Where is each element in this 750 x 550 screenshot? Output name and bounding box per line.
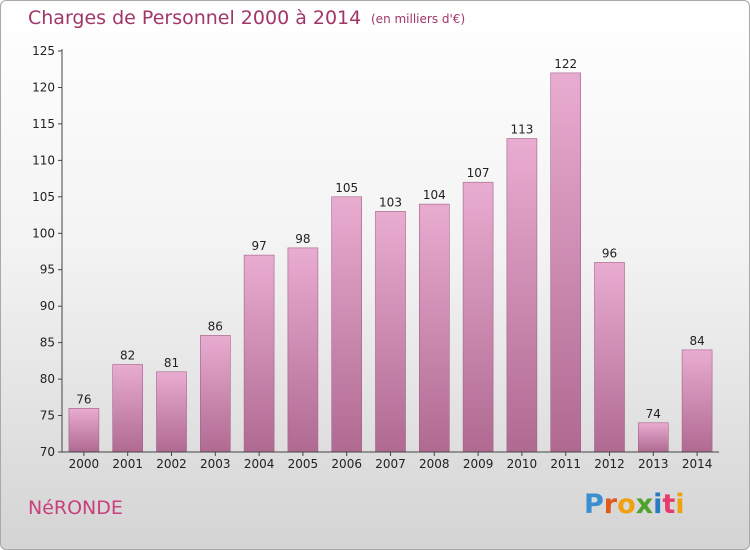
bar-2014 [681, 349, 713, 453]
bar-2005 [287, 247, 319, 453]
data-label-2011: 122 [554, 57, 577, 71]
data-label-2008: 104 [423, 188, 446, 202]
x-tick-2005: 2005 [288, 457, 319, 471]
commune-name: NéRONDE [28, 497, 123, 519]
data-label-2010: 113 [510, 123, 533, 137]
x-tick-2011: 2011 [550, 457, 581, 471]
data-label-2000: 76 [76, 392, 91, 406]
data-label-2013: 74 [646, 407, 661, 421]
logo-letter: x [635, 489, 654, 520]
y-tick-75: 75 [40, 409, 55, 423]
y-tick-105: 105 [32, 190, 55, 204]
data-label-2002: 81 [164, 356, 179, 370]
x-tick-2009: 2009 [463, 457, 494, 471]
bar-2000 [68, 407, 100, 453]
x-tick-2010: 2010 [507, 457, 538, 471]
x-tick-2000: 2000 [69, 457, 100, 471]
y-tick-70: 70 [40, 445, 55, 459]
x-tick-2013: 2013 [638, 457, 669, 471]
data-label-2009: 107 [467, 166, 490, 180]
y-tick-125: 125 [32, 44, 55, 58]
logo-letter: i [653, 489, 663, 520]
logo-letter: r [603, 489, 618, 520]
data-label-2005: 98 [295, 232, 310, 246]
proxiti-logo: Proxiti [584, 489, 685, 520]
x-tick-2007: 2007 [375, 457, 406, 471]
y-tick-120: 120 [32, 81, 55, 95]
bar-2010 [506, 138, 538, 453]
data-label-2006: 105 [335, 181, 358, 195]
y-tick-80: 80 [40, 372, 55, 386]
data-label-2003: 86 [208, 319, 223, 333]
bar-2001 [112, 364, 143, 453]
data-label-2004: 97 [251, 239, 266, 253]
bar-2002 [156, 371, 187, 453]
logo-letter: o [617, 489, 636, 520]
x-tick-2002: 2002 [156, 457, 187, 471]
logo-letter: t [662, 489, 676, 520]
bar-2009 [462, 181, 494, 453]
bar-2013 [637, 422, 669, 453]
x-tick-2008: 2008 [419, 457, 450, 471]
bar-2006 [331, 196, 363, 453]
x-tick-2001: 2001 [112, 457, 143, 471]
bar-2008 [418, 203, 450, 453]
data-label-2012: 96 [602, 246, 617, 260]
data-label-2014: 84 [689, 334, 704, 348]
bar-2011 [550, 72, 582, 453]
bar-2007 [375, 211, 406, 453]
logo-letter: i [675, 489, 685, 520]
bar-2012 [594, 262, 625, 453]
x-tick-2004: 2004 [244, 457, 275, 471]
data-label-2007: 103 [379, 195, 402, 209]
data-label-2001: 82 [120, 349, 135, 363]
x-tick-2003: 2003 [200, 457, 231, 471]
y-tick-100: 100 [32, 226, 55, 240]
x-tick-2014: 2014 [682, 457, 713, 471]
chart-subtitle: (en milliers d'€) [371, 12, 466, 26]
logo-letter: P [584, 489, 604, 520]
y-tick-95: 95 [40, 263, 55, 277]
bar-2003 [200, 334, 231, 453]
x-tick-2006: 2006 [331, 457, 362, 471]
chart-title: Charges de Personnel 2000 à 2014 [28, 7, 362, 29]
x-tick-2012: 2012 [594, 457, 625, 471]
y-tick-85: 85 [40, 336, 55, 350]
y-tick-115: 115 [32, 117, 55, 131]
y-tick-90: 90 [40, 299, 55, 313]
y-tick-110: 110 [32, 153, 55, 167]
bar-2004 [243, 254, 275, 453]
